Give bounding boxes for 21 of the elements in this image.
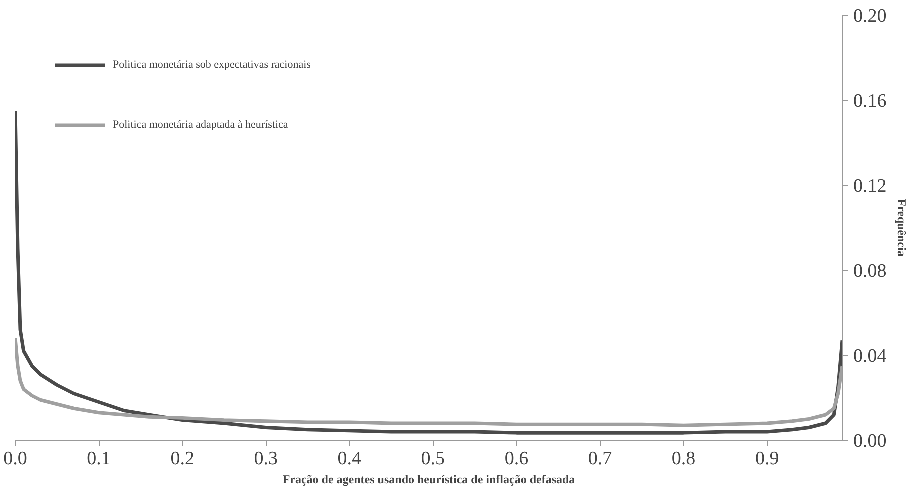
y-tick-label: 0.20 bbox=[854, 6, 887, 27]
y-tick-label: 0.12 bbox=[854, 176, 887, 197]
y-axis-title: Frequência bbox=[894, 199, 909, 257]
x-tick-label: 0.5 bbox=[421, 448, 446, 470]
y-tick-label: 0.16 bbox=[854, 91, 887, 112]
x-tick-label: 0.1 bbox=[87, 448, 111, 470]
y-tick-label: 0.00 bbox=[854, 431, 887, 452]
x-tick-label: 0.0 bbox=[4, 448, 28, 470]
x-tick-label: 0.9 bbox=[755, 448, 780, 470]
x-axis-title: Fração de agentes usando heurística de inflação defasada bbox=[282, 472, 576, 486]
line-series bbox=[16, 109, 842, 435]
x-tick-label: 0.3 bbox=[254, 448, 278, 470]
x-tick-label: 0.7 bbox=[588, 448, 612, 470]
legend-label: Politica monetária sob expectativas racionais bbox=[113, 59, 311, 71]
x-tick-label: 0.8 bbox=[672, 448, 696, 470]
legend-label: Politica monetária adaptada à heurística bbox=[113, 119, 288, 131]
x-tick-label: 0.4 bbox=[338, 448, 362, 470]
x-tick-label: 0.6 bbox=[504, 448, 529, 470]
y-tick-label: 0.08 bbox=[854, 261, 887, 282]
y-tick-label: 0.04 bbox=[854, 346, 888, 367]
x-tick-label: 0.2 bbox=[170, 448, 194, 470]
